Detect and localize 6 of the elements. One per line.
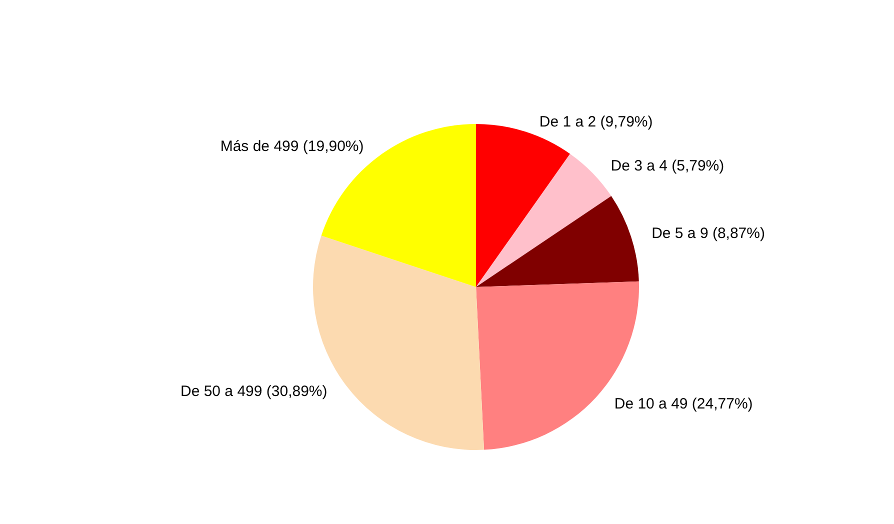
slice-label: Más de 499 (19,90%) bbox=[220, 138, 364, 156]
slice-label: De 10 a 49 (24,77%) bbox=[614, 396, 753, 413]
slice-label: De 1 a 2 (9,79%) bbox=[539, 114, 653, 131]
slice-label: De 5 a 9 (8,87%) bbox=[652, 225, 765, 242]
slice-label: De 3 a 4 (5,79%) bbox=[610, 158, 724, 175]
slice-label: De 50 a 499 (30,89%) bbox=[180, 383, 328, 400]
